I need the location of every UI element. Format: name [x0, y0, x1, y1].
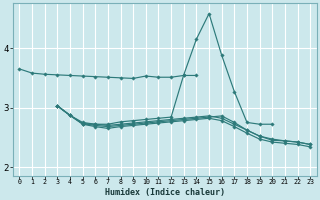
X-axis label: Humidex (Indice chaleur): Humidex (Indice chaleur) — [105, 188, 225, 197]
